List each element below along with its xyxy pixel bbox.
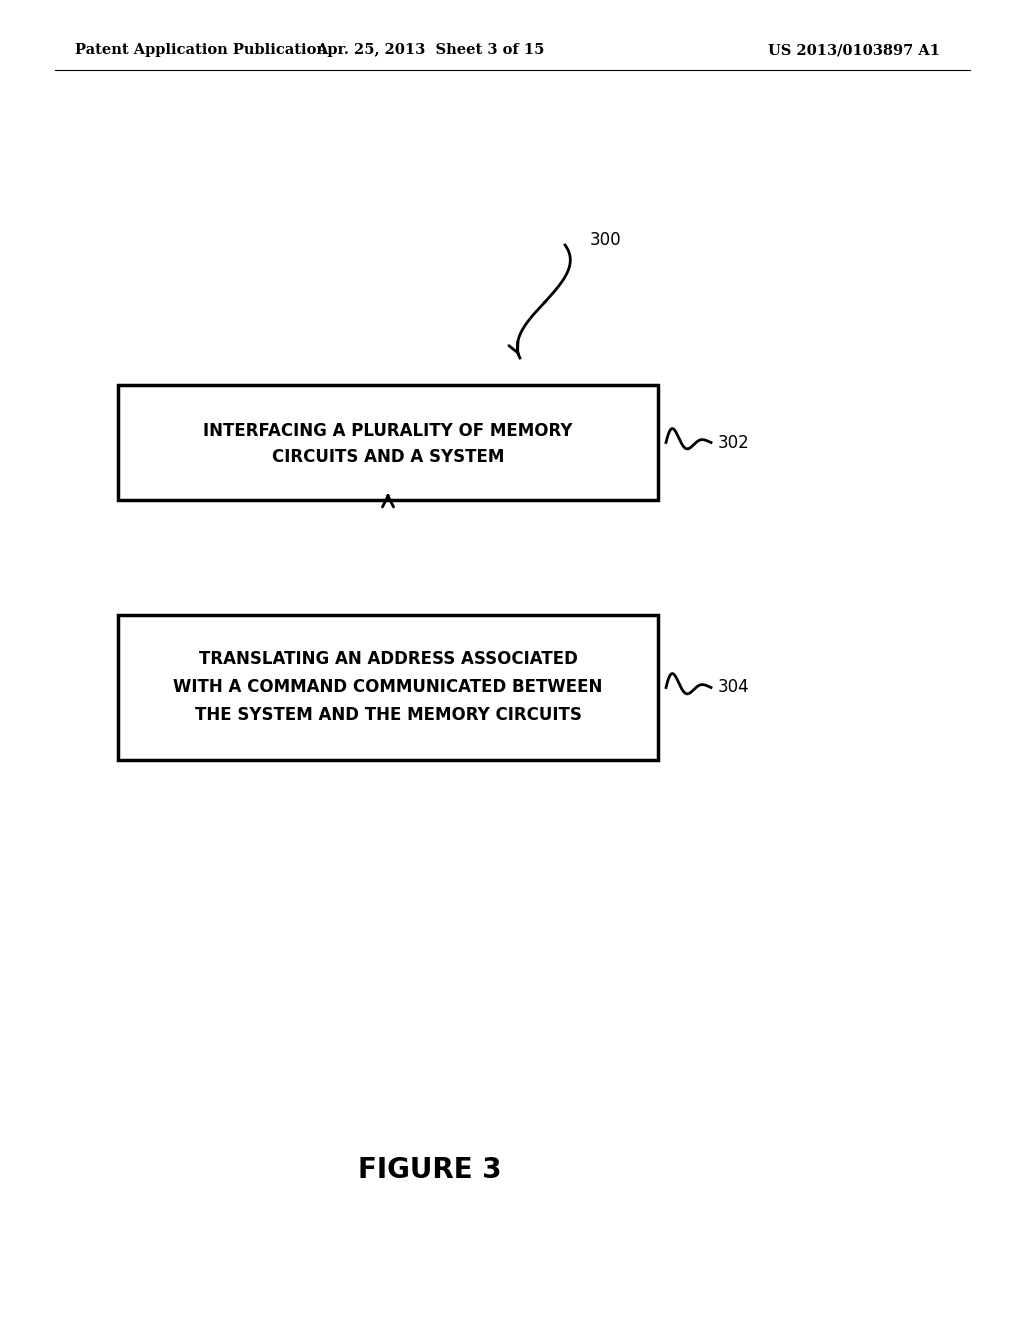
Text: Apr. 25, 2013  Sheet 3 of 15: Apr. 25, 2013 Sheet 3 of 15 xyxy=(315,44,544,57)
Text: FIGURE 3: FIGURE 3 xyxy=(358,1156,502,1184)
Bar xyxy=(118,615,658,760)
Text: THE SYSTEM AND THE MEMORY CIRCUITS: THE SYSTEM AND THE MEMORY CIRCUITS xyxy=(195,706,582,725)
Text: 302: 302 xyxy=(718,433,750,451)
Text: TRANSLATING AN ADDRESS ASSOCIATED: TRANSLATING AN ADDRESS ASSOCIATED xyxy=(199,651,578,668)
Text: CIRCUITS AND A SYSTEM: CIRCUITS AND A SYSTEM xyxy=(271,447,504,466)
Text: 300: 300 xyxy=(590,231,622,249)
Text: INTERFACING A PLURALITY OF MEMORY: INTERFACING A PLURALITY OF MEMORY xyxy=(203,421,572,440)
Text: US 2013/0103897 A1: US 2013/0103897 A1 xyxy=(768,44,940,57)
Bar xyxy=(118,385,658,500)
Text: Patent Application Publication: Patent Application Publication xyxy=(75,44,327,57)
Text: 304: 304 xyxy=(718,678,750,697)
Text: WITH A COMMAND COMMUNICATED BETWEEN: WITH A COMMAND COMMUNICATED BETWEEN xyxy=(173,678,603,697)
